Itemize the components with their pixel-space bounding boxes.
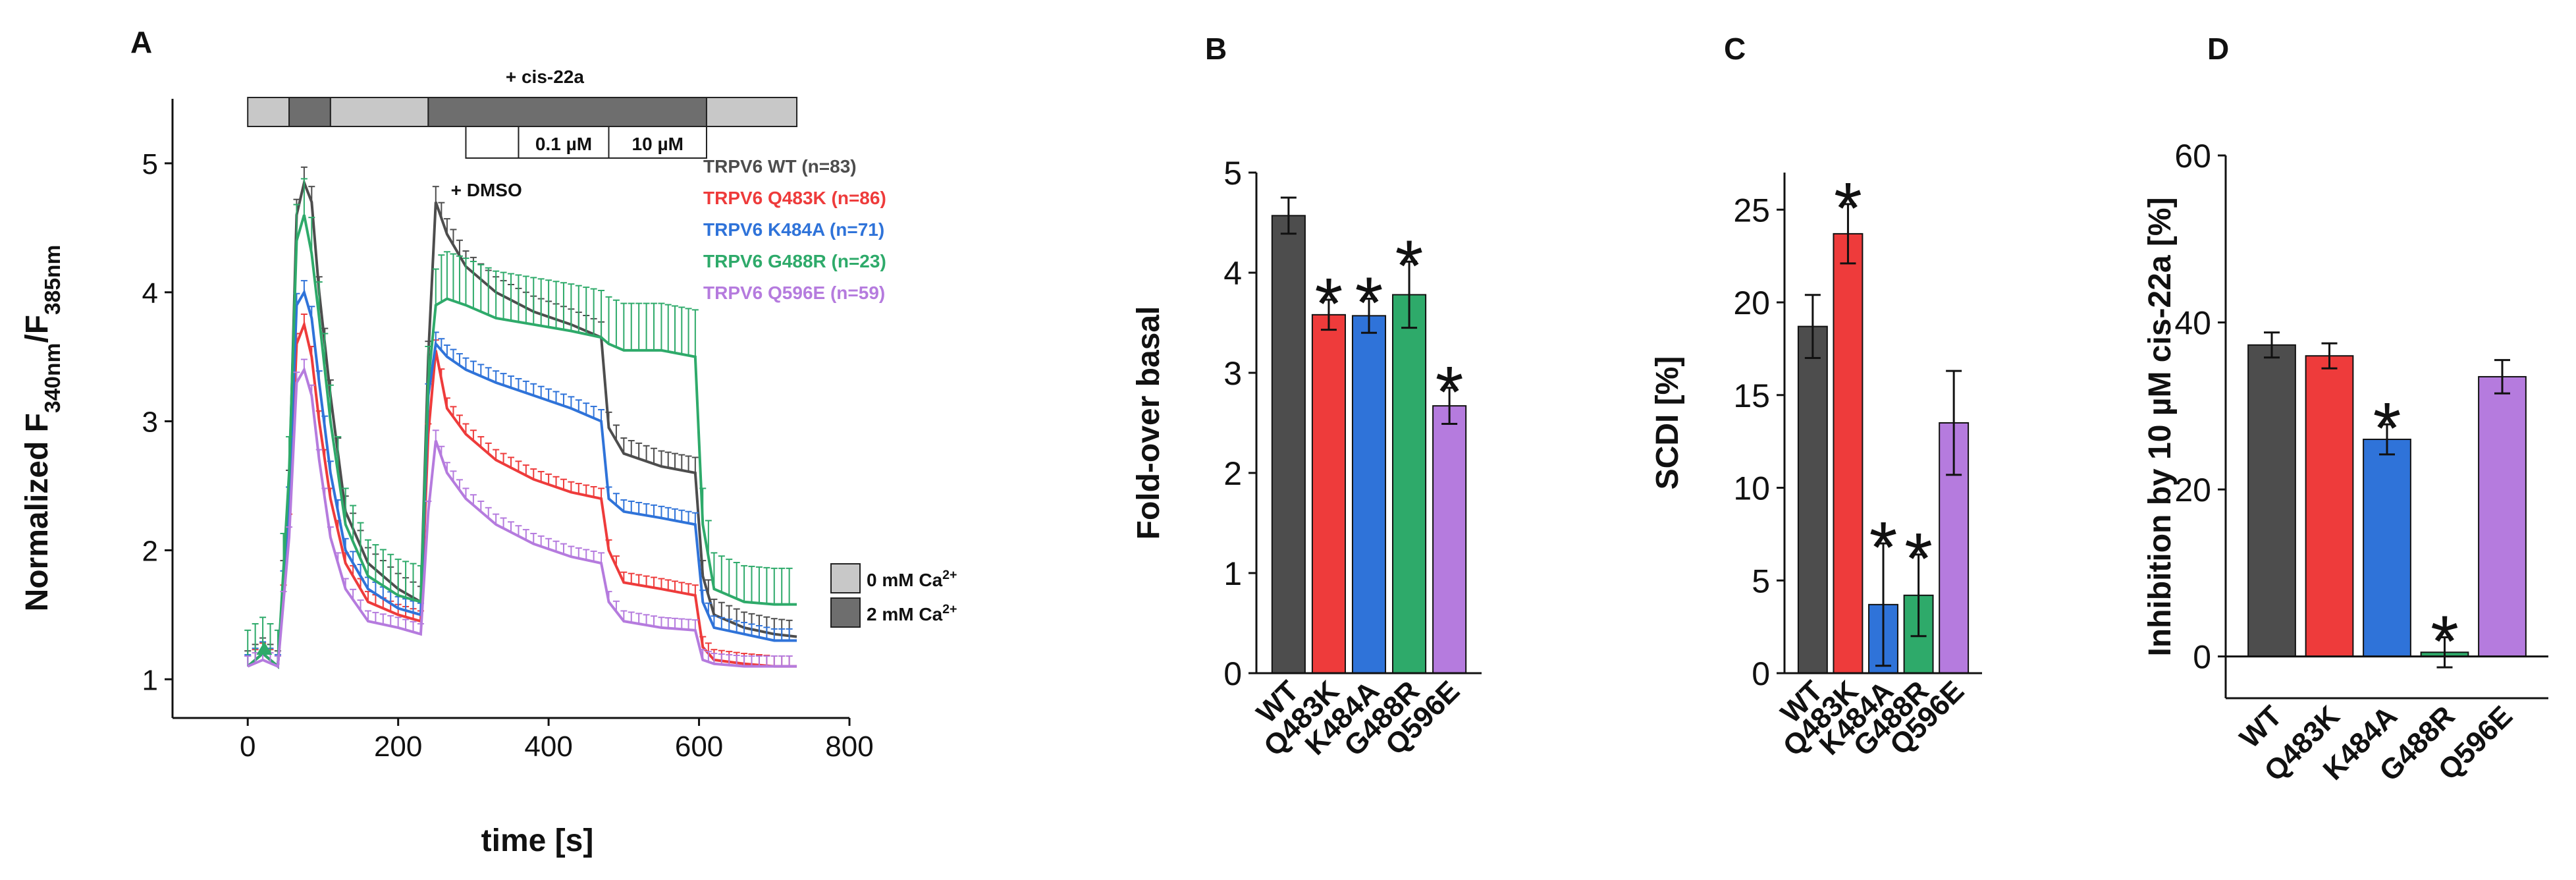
panel-letter-d: D xyxy=(2207,32,2229,66)
y-tick-label: 25 xyxy=(1733,192,1770,229)
bar-q596e xyxy=(2478,375,2527,657)
bar-q483k xyxy=(1833,233,1864,674)
trace-line xyxy=(246,178,797,669)
y-tick-label: 0 xyxy=(1223,655,1242,692)
significance-star: * xyxy=(2373,388,2402,469)
significance-star: * xyxy=(1395,225,1424,306)
timeline-segment xyxy=(247,97,290,127)
bar-g488r xyxy=(1392,294,1427,674)
y-tick-label: 1 xyxy=(142,664,158,696)
significance-star: * xyxy=(1834,168,1862,249)
x-tick-label: 800 xyxy=(825,730,873,763)
panel-letter-a: A xyxy=(130,25,152,59)
y-tick-label: 5 xyxy=(1752,563,1770,599)
series-q596e xyxy=(244,358,797,669)
y-tick-label: 2 xyxy=(1223,455,1242,492)
trace-line xyxy=(246,214,797,669)
ca-swatch-light xyxy=(830,563,861,593)
legend-item-q483k: TRPV6 Q483K (n=86) xyxy=(703,188,886,208)
timecourse-axes: 1 2 3 4 5 0 200 400 600 800 time [s] Normalized F34… xyxy=(20,99,874,858)
x-tick-label: 0 xyxy=(240,730,255,763)
x-tick-label: 200 xyxy=(374,730,422,763)
y-tick-label: 4 xyxy=(142,277,158,310)
dmso-box xyxy=(465,126,520,159)
panel-a-timecourse: + cis-22a 0.1 µM 10 µM + DMSO 1 2 3 4 5 0 200 400 6… xyxy=(20,67,957,858)
y-tick-label: 3 xyxy=(1223,355,1242,392)
panel-b-fold-over-basal: WT*Q483K*K484A*G488R*Q596E012345Fold-ove… xyxy=(1131,155,1482,763)
trace-line xyxy=(246,319,797,669)
y-axis-title: Normalized F340nm/F385nm xyxy=(20,245,65,612)
panel-d-inhibition: WTQ483K*K484A*G488RQ596E0204060Inhibitio… xyxy=(2143,138,2548,788)
x-tick-label: 600 xyxy=(675,730,723,763)
legend-item-q596e: TRPV6 Q596E (n=59) xyxy=(703,283,885,303)
y-tick-label: 1 xyxy=(1223,555,1242,592)
ca-label-dark: 2 mM Ca2+ xyxy=(867,602,957,624)
y-tick-label: 3 xyxy=(142,406,158,439)
significance-star: * xyxy=(1436,352,1464,433)
y-tick-label: 10 xyxy=(1733,470,1770,507)
bar-q483k xyxy=(1311,314,1346,674)
y-tick-label: 5 xyxy=(142,148,158,180)
ca-swatch-dark xyxy=(830,597,861,628)
significance-star: * xyxy=(2430,601,2459,682)
significance-star: * xyxy=(1904,518,1933,599)
bar-wt xyxy=(1271,215,1306,674)
cis-22a-label: + cis-22a xyxy=(506,67,585,87)
legend-item-g488r: TRPV6 G488R (n=23) xyxy=(703,251,886,271)
bar-wt xyxy=(2247,344,2296,657)
legend-item-wt: TRPV6 WT (n=83) xyxy=(703,156,857,177)
bar-wt xyxy=(1797,325,1828,674)
timeline-segment xyxy=(705,97,798,127)
calcium-legend: 0 mM Ca2+ 2 mM Ca2+ xyxy=(830,563,957,628)
x-tick-label: 400 xyxy=(524,730,572,763)
trace-line xyxy=(247,366,797,669)
bar-q596e xyxy=(1432,405,1467,674)
series-g488r xyxy=(244,178,797,669)
timecourse-plot xyxy=(244,166,797,669)
y-tick-label: 20 xyxy=(1733,285,1770,321)
significance-star: * xyxy=(1315,263,1343,344)
series-legend: TRPV6 WT (n=83) TRPV6 Q483K (n=86) TRPV6 K… xyxy=(703,156,886,303)
timeline-segment xyxy=(427,97,707,127)
treatment-timeline: + cis-22a 0.1 µM 10 µM + DMSO xyxy=(247,67,798,200)
y-tick-label: 15 xyxy=(1733,377,1770,414)
dmso-label: + DMSO xyxy=(451,180,522,200)
legend-item-k484a: TRPV6 K484A (n=71) xyxy=(703,219,884,240)
bar-q483k xyxy=(2305,355,2354,657)
dose-label-low: 0.1 µM xyxy=(535,134,592,154)
y-tick-label: 0 xyxy=(1752,655,1770,692)
y-axis-title: Fold-over basal xyxy=(1131,306,1166,540)
panel-c-scdi: WT*Q483K*K484A*G488RQ596E0510152025SCDI … xyxy=(1650,168,1982,763)
bar-k484a xyxy=(1351,315,1387,674)
significance-star: * xyxy=(1355,263,1383,344)
y-tick-label: 0 xyxy=(2193,639,2211,676)
y-tick-label: 2 xyxy=(142,535,158,567)
panel-letter-b: B xyxy=(1205,32,1227,66)
significance-star: * xyxy=(1869,507,1898,588)
dose-label-high: 10 µM xyxy=(632,134,684,154)
trace-line xyxy=(246,289,797,669)
panel-letter-c: C xyxy=(1724,32,1746,66)
dose-box-high xyxy=(608,126,707,159)
y-axis-title: Inhibition by 10 µM cis-22a [%] xyxy=(2143,197,2178,656)
y-tick-label: 40 xyxy=(2174,305,2211,342)
y-tick-label: 5 xyxy=(1223,155,1242,192)
y-axis-title: SCDI [%] xyxy=(1650,356,1685,490)
y-tick-label: 20 xyxy=(2174,472,2211,509)
start-marker xyxy=(256,642,273,655)
x-axis-title: time [s] xyxy=(481,823,594,858)
ca-label-light: 0 mM Ca2+ xyxy=(867,568,957,590)
bar-k484a xyxy=(2363,439,2411,657)
y-tick-label: 4 xyxy=(1223,255,1242,292)
timeline-segment xyxy=(288,97,331,127)
y-tick-label: 60 xyxy=(2174,138,2211,175)
timeline-segment xyxy=(329,97,429,127)
